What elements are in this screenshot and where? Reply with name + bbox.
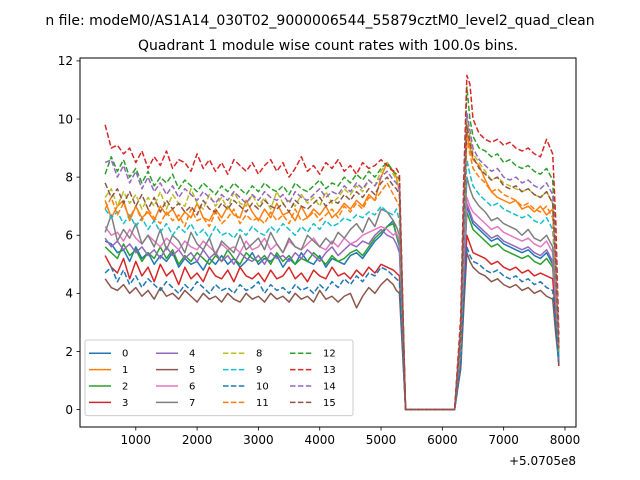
series-line-11 (104, 138, 560, 411)
series-line-10 (104, 246, 560, 411)
legend-label-12: 12 (323, 349, 336, 360)
series-line-5 (104, 251, 560, 411)
y-tick-label: 4 (65, 287, 73, 301)
series-line-14 (104, 112, 560, 411)
series-line-4 (104, 202, 560, 411)
y-tick-label: 2 (65, 345, 73, 359)
legend-label-6: 6 (189, 382, 195, 393)
y-tick-label: 10 (58, 112, 73, 126)
legend-label-4: 4 (189, 349, 195, 360)
series-line-15 (104, 124, 560, 411)
plot-frame (79, 57, 577, 428)
y-tick-label: 12 (58, 54, 73, 68)
legend-label-13: 13 (323, 365, 336, 376)
legend-label-15: 15 (323, 398, 336, 409)
legend-label-11: 11 (256, 398, 269, 409)
x-tick-label: 5000 (366, 433, 397, 447)
series-line-1 (104, 129, 560, 411)
y-tick-label: 6 (65, 229, 73, 243)
x-tick-label: 6000 (427, 433, 458, 447)
chart-title: Quadrant 1 module wise count rates with … (138, 38, 518, 54)
legend-label-14: 14 (323, 382, 336, 393)
legend-label-0: 0 (122, 349, 128, 360)
legend-label-3: 3 (122, 398, 128, 409)
legend-label-2: 2 (122, 382, 128, 393)
legend-label-7: 7 (189, 398, 195, 409)
x-axis: 1000 2000 3000 4000 5000 6000 7000 8000 (121, 427, 581, 447)
x-tick-label: 4000 (304, 433, 335, 447)
y-tick-label: 0 (65, 403, 73, 417)
x-tick-label: 1000 (121, 433, 152, 447)
x-tick-label: 7000 (488, 433, 519, 447)
legend-box (84, 339, 354, 417)
legend-label-10: 10 (256, 382, 269, 393)
x-tick-label: 2000 (182, 433, 213, 447)
series-layer (104, 74, 560, 411)
series-line-8 (104, 118, 560, 411)
x-tick-label: 8000 (550, 433, 581, 447)
series-line-2 (104, 211, 560, 411)
legend-label-9: 9 (256, 365, 262, 376)
x-offset-label: +5.0705e8 (509, 454, 576, 468)
series-line-7 (104, 176, 560, 411)
series-line-13 (104, 74, 560, 411)
legend-label-1: 1 (122, 365, 128, 376)
series-line-3 (104, 234, 560, 411)
y-tick-label: 8 (65, 170, 73, 184)
y-axis: 0 2 4 6 8 10 12 (58, 54, 80, 417)
legend-label-8: 8 (256, 349, 262, 360)
x-tick-label: 3000 (243, 433, 274, 447)
legend-label-5: 5 (189, 365, 195, 376)
series-line-12 (104, 86, 560, 411)
series-line-9 (104, 158, 560, 411)
figure-suptitle: n file: modeM0/AS1A14_030T02_9000006544_… (45, 13, 594, 29)
